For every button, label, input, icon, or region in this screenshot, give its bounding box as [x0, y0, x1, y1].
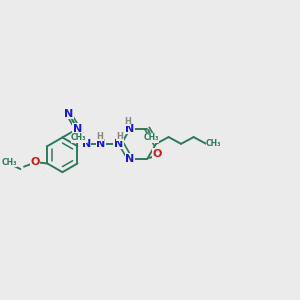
Text: CH₃: CH₃: [1, 158, 17, 167]
Text: N: N: [125, 154, 135, 164]
Text: N: N: [64, 109, 74, 119]
Text: H: H: [116, 132, 123, 141]
Text: H: H: [124, 117, 131, 126]
Text: CH₃: CH₃: [143, 134, 159, 142]
Text: CH₃: CH₃: [206, 139, 222, 148]
Text: N: N: [125, 124, 135, 134]
Text: N: N: [114, 139, 123, 149]
Text: N: N: [73, 124, 82, 134]
Text: O: O: [153, 148, 162, 158]
Text: O: O: [30, 157, 40, 167]
Text: N: N: [82, 139, 91, 149]
Text: H: H: [96, 132, 103, 141]
Text: CH₃: CH₃: [71, 134, 86, 142]
Text: N: N: [96, 139, 106, 149]
